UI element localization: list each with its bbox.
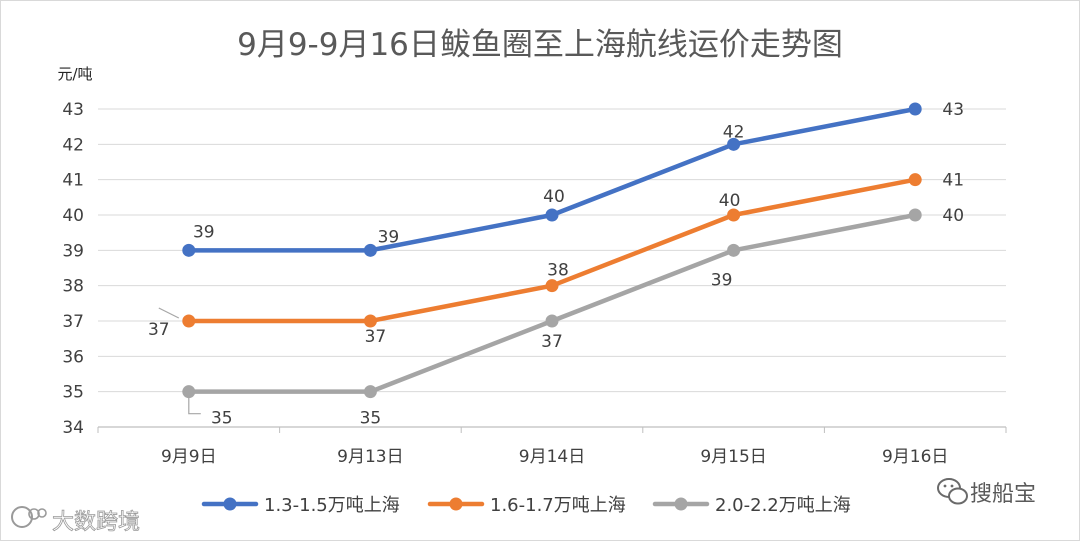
data-label: 38 [547,261,569,281]
data-label: 39 [378,227,400,247]
y-tick-label: 40 [62,206,84,226]
y-axis-ticks: 34 35 36 37 38 39 40 41 42 43 [62,100,84,438]
data-label: 40 [942,206,964,226]
data-label: 35 [360,409,382,429]
y-tick-label: 36 [62,347,84,367]
data-label: 40 [719,191,741,211]
series-lines [182,102,922,399]
x-axis [97,426,1007,433]
legend-marker [674,497,688,511]
data-label: 39 [193,222,215,242]
watermark-right-text: 搜船宝 [970,482,1036,507]
x-tick-label: 9月14日 [519,447,585,467]
legend: 1.3-1.5万吨上海 1.6-1.7万吨上海 2.0-2.2万吨上海 [201,495,851,516]
wechat-logo-icon [937,478,968,505]
watermark-left: 大数跨境 [11,506,140,535]
data-point [363,385,377,399]
series-line [186,212,918,394]
chart-title: 9月9-9月16日鲅鱼圈至上海航线运价走势图 [237,27,843,63]
data-labels: 39 39 40 42 43 37 37 38 40 41 35 35 37 39 40 [148,100,964,429]
y-tick-label: 42 [62,135,84,155]
y-tick-label: 37 [62,312,84,332]
data-point [908,102,922,116]
x-axis-ticks: 9月9日 9月13日 9月14日 9月15日 9月16日 [161,447,948,467]
data-point [545,279,559,293]
legend-marker [223,497,237,511]
data-point [908,208,922,222]
y-tick-label: 41 [62,171,84,191]
y-axis-unit-label: 元/吨 [57,65,92,83]
legend-label: 1.6-1.7万吨上海 [490,495,626,516]
y-tick-label: 34 [62,418,84,438]
data-point [545,314,559,328]
legend-marker [449,497,463,511]
watermark-left-text: 大数跨境 [52,510,140,535]
data-point [727,137,741,151]
data-label: 41 [942,171,964,191]
y-tick-label: 43 [62,100,84,120]
data-label: 37 [148,320,170,340]
data-label: 37 [541,332,563,352]
data-point [182,314,196,328]
x-tick-label: 9月9日 [161,447,217,467]
data-point [363,314,377,328]
data-label: 42 [723,122,745,142]
data-point [545,208,559,222]
x-tick-label: 9月13日 [337,447,403,467]
data-point [727,208,741,222]
leader-line [158,307,180,319]
data-label: 39 [711,270,733,290]
data-point [182,243,196,257]
y-tick-label: 35 [62,383,84,403]
data-label: 40 [543,187,565,207]
y-tick-label: 38 [62,277,84,297]
watermark-right: 搜船宝 [937,478,1036,507]
data-label: 35 [211,409,233,429]
weibo-logo-icon [11,506,47,528]
data-point [727,243,741,257]
data-point [363,243,377,257]
data-label: 43 [942,100,964,120]
x-tick-label: 9月16日 [882,447,948,467]
leader-line [188,396,201,415]
data-label: 37 [365,327,387,347]
data-point [908,173,922,187]
legend-label: 2.0-2.2万吨上海 [715,495,851,516]
y-tick-label: 39 [62,241,84,261]
legend-label: 1.3-1.5万吨上海 [264,495,400,516]
data-point [182,385,196,399]
x-tick-label: 9月15日 [700,447,766,467]
